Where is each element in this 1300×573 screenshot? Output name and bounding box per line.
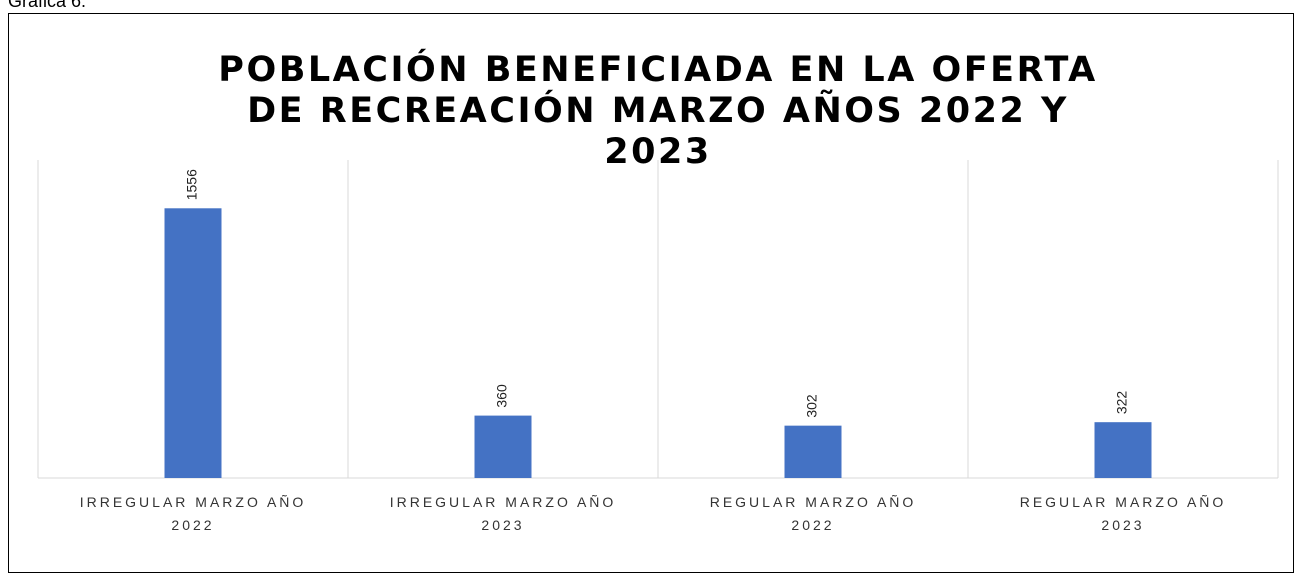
caption: Gráfica 6. [8,0,87,11]
bar [474,415,532,478]
value-label: 360 [494,384,510,408]
x-tick-label: REGULAR MARZO AÑO 2022 [709,494,917,533]
x-tick-label: IRREGULAR MARZO AÑO 2022 [79,494,307,533]
chart-title: POBLACIÓN BENEFICIADA EN LA OFERTA DE RE… [218,50,1098,172]
bar [1094,422,1152,478]
page: {"caption": "Gráfica 6.", "chart_data": … [8,0,1294,573]
bar [164,208,222,478]
plot: 1556 360 302 322 [37,160,1279,479]
x-tick-label: REGULAR MARZO AÑO 2023 [1019,494,1227,533]
value-label: 1556 [184,169,200,200]
value-label: 322 [1114,391,1130,415]
bar [784,425,842,478]
value-label: 302 [804,394,820,418]
x-tick-label: IRREGULAR MARZO AÑO 2023 [389,494,617,533]
